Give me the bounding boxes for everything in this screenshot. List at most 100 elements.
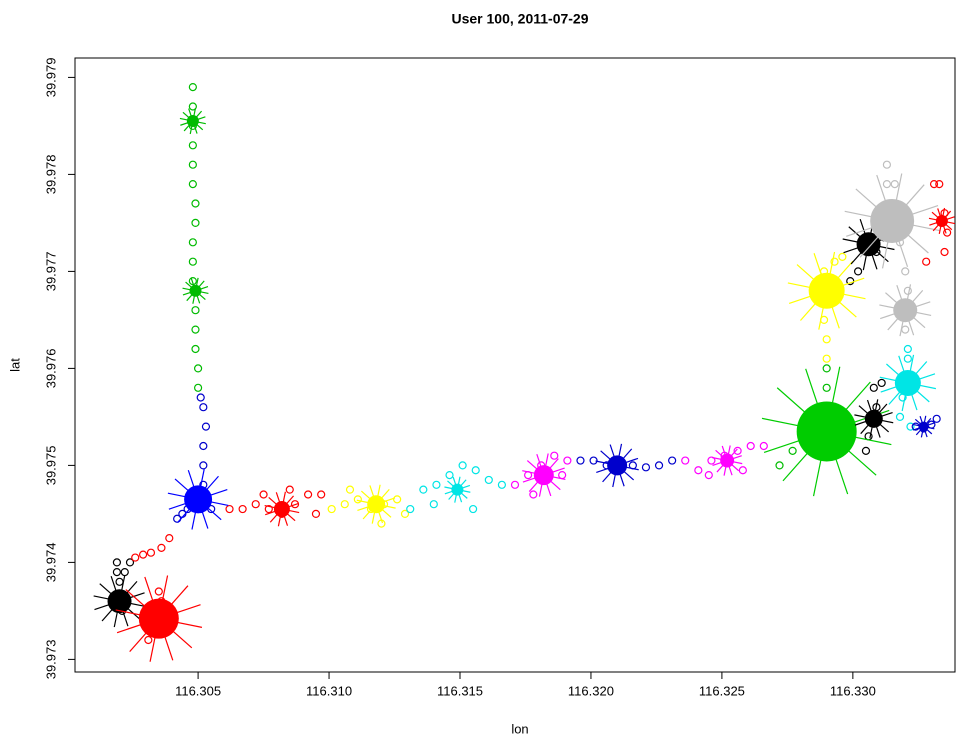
- point: [497, 480, 507, 489]
- cluster-center: [273, 501, 290, 518]
- point: [668, 456, 677, 465]
- cluster: [179, 107, 206, 135]
- point: [458, 461, 467, 470]
- point: [641, 463, 651, 472]
- y-tick-label: 39.975: [43, 446, 58, 486]
- cluster: [595, 443, 639, 488]
- cluster-center: [856, 232, 881, 257]
- cluster-center: [451, 483, 464, 496]
- point: [393, 495, 402, 504]
- cluster: [761, 366, 892, 497]
- point: [861, 446, 871, 455]
- point: [746, 441, 755, 451]
- x-tick-label: 116.330: [830, 683, 876, 698]
- point: [903, 344, 912, 354]
- point: [822, 335, 831, 344]
- point: [654, 461, 664, 470]
- point: [154, 587, 163, 596]
- point: [191, 325, 200, 334]
- cluster: [115, 575, 203, 662]
- point: [340, 500, 349, 509]
- point: [188, 141, 197, 150]
- point: [115, 577, 124, 586]
- point: [131, 553, 140, 562]
- cluster-center: [870, 198, 915, 243]
- point: [681, 456, 690, 465]
- cluster-center: [935, 214, 948, 227]
- point: [906, 422, 915, 431]
- point: [822, 364, 831, 373]
- point: [558, 470, 567, 480]
- cluster: [912, 415, 935, 438]
- cluster-center: [107, 589, 132, 614]
- cluster-center: [796, 401, 857, 462]
- cluster-center: [893, 298, 918, 323]
- point: [901, 325, 910, 334]
- cluster: [854, 399, 894, 439]
- cluster: [879, 284, 932, 337]
- point: [188, 257, 197, 266]
- point: [563, 456, 572, 465]
- point: [188, 179, 197, 189]
- cluster: [264, 491, 300, 527]
- point: [120, 567, 129, 577]
- point: [157, 543, 166, 552]
- point: [901, 267, 910, 276]
- point: [125, 558, 135, 567]
- point: [165, 534, 174, 543]
- point: [468, 504, 478, 514]
- point: [484, 475, 493, 485]
- y-tick-label: 39.977: [43, 252, 58, 292]
- cluster: [522, 453, 566, 497]
- point: [193, 364, 203, 373]
- point: [694, 466, 703, 475]
- point: [199, 461, 208, 470]
- point: [882, 160, 892, 169]
- cluster: [93, 575, 146, 628]
- point: [188, 102, 197, 111]
- plot-area: [93, 82, 955, 662]
- point: [429, 500, 438, 509]
- cluster-center: [533, 465, 554, 486]
- cluster-center: [189, 284, 202, 297]
- point: [890, 179, 899, 189]
- point: [830, 257, 839, 266]
- point: [199, 441, 208, 451]
- point: [510, 480, 520, 489]
- point: [922, 257, 931, 266]
- point: [112, 567, 122, 577]
- point: [759, 441, 768, 451]
- cluster: [182, 277, 209, 304]
- cluster: [711, 445, 743, 476]
- point: [400, 509, 410, 518]
- point: [290, 500, 300, 509]
- point: [191, 306, 200, 315]
- plot-frame: [74, 57, 956, 673]
- point: [788, 446, 797, 455]
- point: [406, 504, 415, 514]
- point: [550, 451, 559, 460]
- point: [311, 509, 321, 518]
- x-tick-label: 116.310: [306, 683, 352, 698]
- point: [238, 504, 247, 514]
- point: [188, 82, 197, 92]
- point: [775, 461, 784, 470]
- cluster-center: [808, 272, 845, 309]
- point: [191, 344, 200, 354]
- point: [432, 480, 441, 489]
- cluster-center: [138, 598, 179, 639]
- point: [193, 383, 203, 392]
- point: [285, 485, 294, 494]
- point: [738, 466, 747, 475]
- point: [199, 403, 208, 412]
- point: [144, 635, 153, 645]
- point: [327, 504, 336, 514]
- y-tick-label: 39.978: [43, 155, 58, 195]
- y-tick-label: 39.979: [43, 58, 58, 98]
- point: [138, 550, 148, 559]
- point: [345, 485, 355, 494]
- point: [188, 238, 197, 247]
- point: [317, 490, 326, 499]
- cluster: [928, 207, 955, 235]
